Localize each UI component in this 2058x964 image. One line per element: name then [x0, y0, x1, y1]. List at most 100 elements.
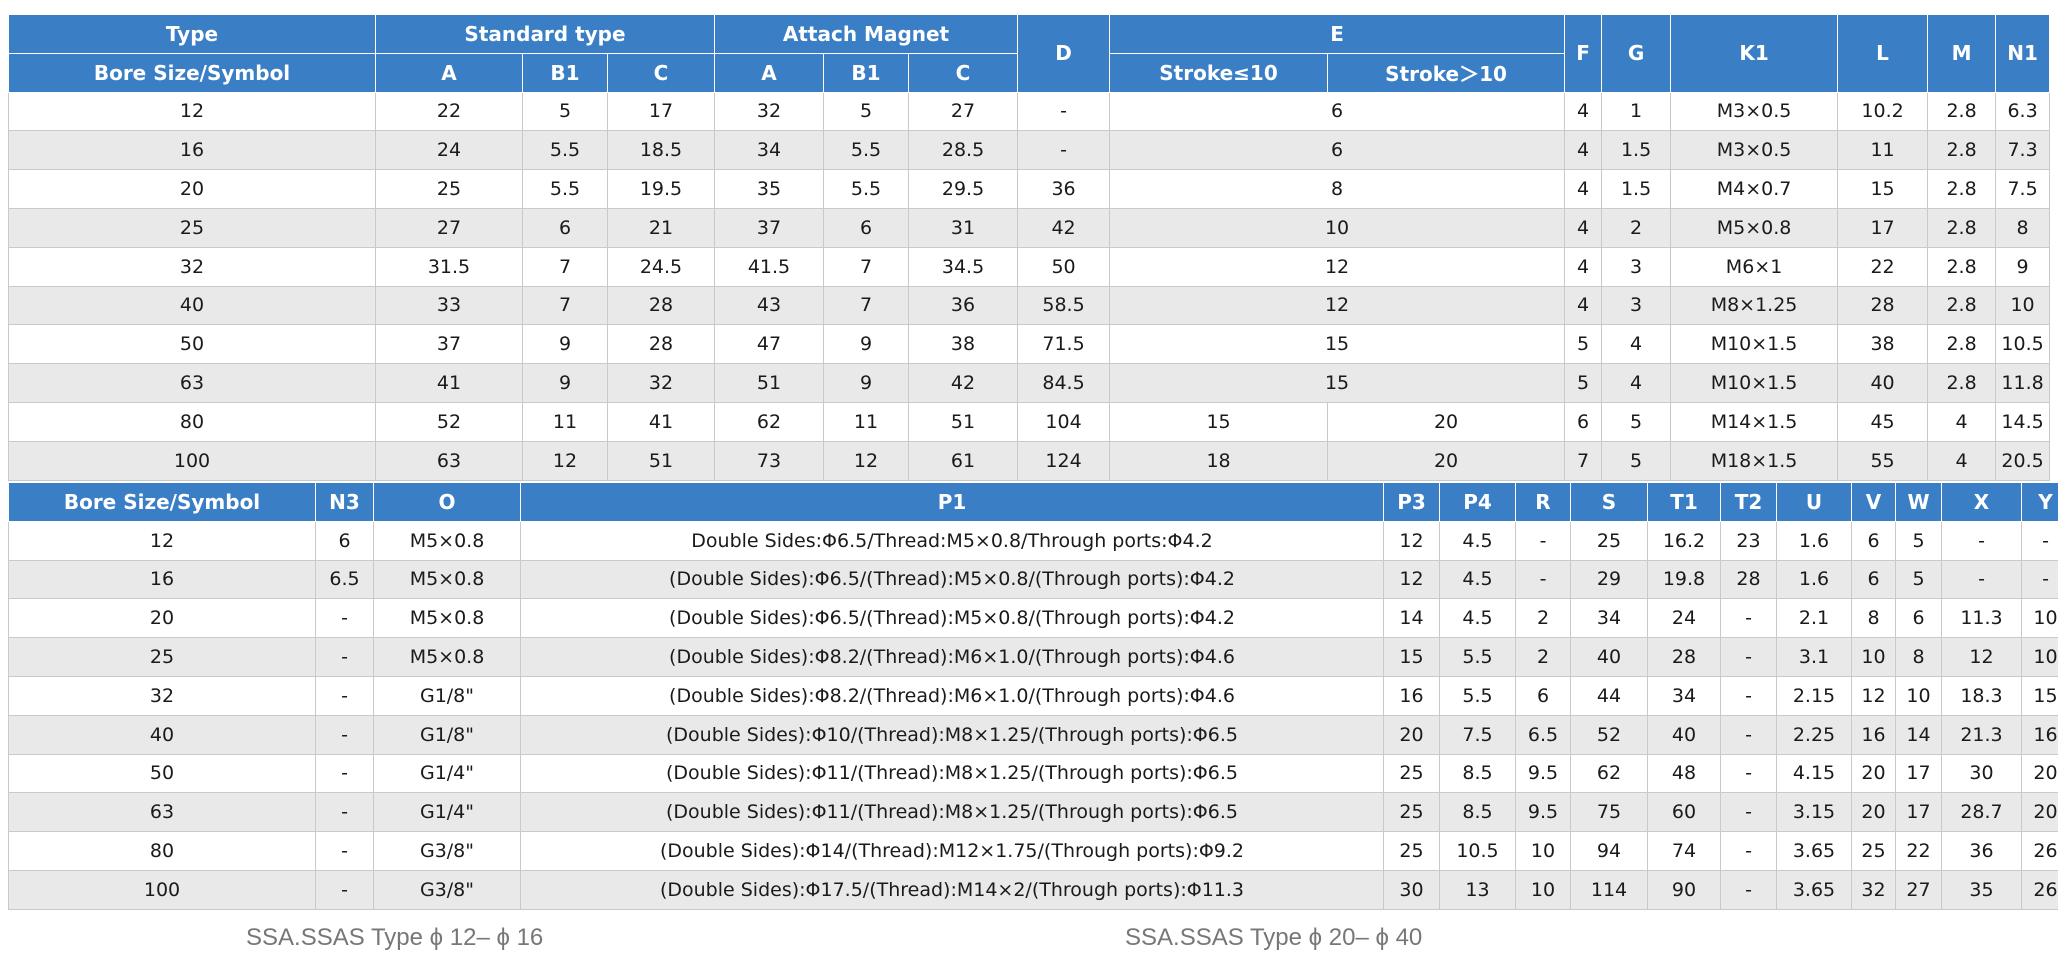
header-n1: N1: [1995, 14, 2051, 93]
cell-bore: 100: [8, 440, 376, 481]
cell-mag-c: 28.5: [907, 130, 1019, 171]
cell-r: 6.5: [1515, 714, 1571, 755]
cell-p4: 4.5: [1439, 520, 1516, 561]
cell-s: 25: [1570, 520, 1648, 561]
cell-mag-c: 34.5: [907, 246, 1019, 287]
cell-v: 20: [1851, 792, 1896, 833]
cell-e: 10: [1109, 207, 1566, 248]
cell-s: 62: [1570, 753, 1648, 794]
cell-std-c: 32: [607, 363, 715, 403]
cell-p1: (Double Sides):Φ17.5/(Thread):M14×2/(Thr…: [520, 869, 1384, 910]
cell-d: 42: [1017, 207, 1111, 248]
cell-std-b1: 9: [522, 324, 608, 365]
cell-y: 10: [2021, 598, 2058, 639]
cell-f: 7: [1564, 440, 1603, 481]
cell-m: 2.8: [1927, 169, 1997, 209]
cell-w: 14: [1895, 714, 1942, 755]
cell-bore: 16: [8, 130, 376, 171]
cell-mag-b1: 9: [823, 363, 909, 403]
cell-n3: -: [315, 637, 374, 677]
header-p3: P3: [1383, 482, 1440, 522]
cell-mag-c: 36: [907, 285, 1019, 326]
cell-g: 1.5: [1601, 130, 1672, 171]
cell-bore: 63: [8, 363, 376, 403]
cell-w: 17: [1895, 753, 1942, 794]
cell-t1: 34: [1647, 675, 1721, 716]
cell-p1: (Double Sides):Φ14/(Thread):M12×1.75/(Th…: [520, 831, 1384, 871]
cell-k1: M10×1.5: [1670, 324, 1839, 365]
cell-p3: 25: [1383, 831, 1440, 871]
cell-p1: (Double Sides):Φ8.2/(Thread):M6×1.0/(Thr…: [520, 675, 1384, 716]
cell-s: 114: [1570, 869, 1648, 910]
dimensions-table-top: Type Standard type Attach Magnet D E F G…: [8, 14, 2051, 481]
cell-n1: 11.8: [1995, 363, 2051, 403]
header-n3: N3: [315, 482, 374, 522]
cell-e: 12: [1109, 246, 1566, 287]
cell-std-c: 41: [607, 401, 715, 442]
table-row: 40 33 7 28 43 7 36 58.5 12 4 3 M8×1.25 2…: [8, 285, 2051, 326]
cell-mag-c: 38: [907, 324, 1019, 365]
header-k1: K1: [1670, 14, 1839, 93]
cell-e-gt10: 20: [1327, 440, 1566, 481]
cell-l: 22: [1837, 246, 1929, 287]
header-w: W: [1895, 482, 1942, 522]
table-row: 25 - M5×0.8 (Double Sides):Φ8.2/(Thread)…: [8, 637, 2058, 677]
header-r: R: [1515, 482, 1571, 522]
cell-v: 8: [1851, 598, 1896, 639]
cell-t1: 28: [1647, 637, 1721, 677]
header-u: U: [1776, 482, 1852, 522]
cell-s: 52: [1570, 714, 1648, 755]
cell-u: 1.6: [1776, 559, 1852, 600]
cell-g: 5: [1601, 440, 1672, 481]
cell-u: 2.25: [1776, 714, 1852, 755]
cell-k1: M4×0.7: [1670, 169, 1839, 209]
cell-o: G1/4": [373, 753, 521, 794]
cell-std-a: 22: [375, 91, 523, 132]
cell-mag-c: 29.5: [907, 169, 1019, 209]
header-type: Type: [8, 14, 376, 54]
table-row: 12 6 M5×0.8 Double Sides:Φ6.5/Thread:M5×…: [8, 520, 2058, 561]
caption-ssa-ssas-20-40: SSA.SSAS Type ϕ 20– ϕ 40: [1125, 924, 1423, 951]
cell-bore: 25: [8, 637, 316, 677]
cell-s: 75: [1570, 792, 1648, 833]
cell-m: 2.8: [1927, 324, 1997, 365]
table-row: 20 - M5×0.8 (Double Sides):Φ6.5/(Thread)…: [8, 598, 2058, 639]
cell-bore: 40: [8, 285, 376, 326]
cell-n3: -: [315, 675, 374, 716]
cell-k1: M14×1.5: [1670, 401, 1839, 442]
header-mag-b1: B1: [823, 52, 909, 93]
cell-t2: -: [1720, 637, 1777, 677]
cell-u: 4.15: [1776, 753, 1852, 794]
cell-e-le10: 18: [1109, 440, 1329, 481]
cell-w: 17: [1895, 792, 1942, 833]
cell-p4: 4.5: [1439, 598, 1516, 639]
cell-p4: 8.5: [1439, 792, 1516, 833]
cell-m: 2.8: [1927, 91, 1997, 132]
cell-p1: (Double Sides):Φ8.2/(Thread):M6×1.0/(Thr…: [520, 637, 1384, 677]
cell-mag-c: 51: [907, 401, 1019, 442]
cell-mag-a: 43: [714, 285, 824, 326]
cell-y: 26: [2021, 869, 2058, 910]
cell-p1: Double Sides:Φ6.5/Thread:M5×0.8/Through …: [520, 520, 1384, 561]
cell-p3: 12: [1383, 520, 1440, 561]
cell-std-a: 33: [375, 285, 523, 326]
cell-o: G3/8": [373, 869, 521, 910]
cell-o: M5×0.8: [373, 598, 521, 639]
cell-mag-a: 35: [714, 169, 824, 209]
cell-f: 5: [1564, 363, 1603, 403]
cell-k1: M5×0.8: [1670, 207, 1839, 248]
cell-mag-a: 47: [714, 324, 824, 365]
header-m: M: [1927, 14, 1997, 93]
cell-std-b1: 5.5: [522, 130, 608, 171]
cell-f: 4: [1564, 130, 1603, 171]
cell-r: 6: [1515, 675, 1571, 716]
cell-f: 4: [1564, 285, 1603, 326]
cell-bore: 63: [8, 792, 316, 833]
cell-p3: 15: [1383, 637, 1440, 677]
table-row: 12 22 5 17 32 5 27 - 6 4 1 M3×0.5 10.2 2…: [8, 91, 2051, 132]
cell-mag-b1: 6: [823, 207, 909, 248]
cell-u: 1.6: [1776, 520, 1852, 561]
cell-bore: 50: [8, 753, 316, 794]
cell-std-c: 17: [607, 91, 715, 132]
cell-f: 4: [1564, 207, 1603, 248]
